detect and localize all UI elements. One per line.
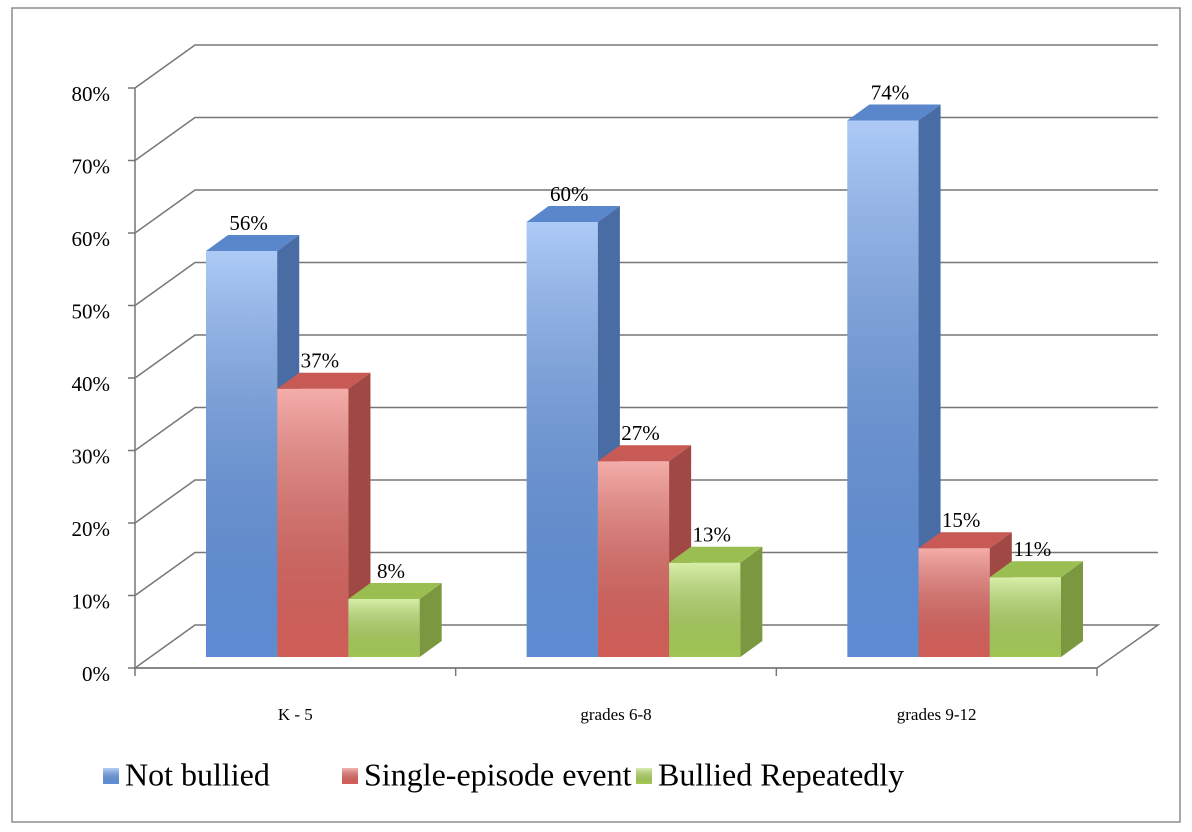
legend-swatch-shade	[103, 768, 119, 784]
bar-side	[740, 546, 763, 657]
bar-shade	[669, 562, 741, 657]
grid-line	[134, 44, 1158, 89]
bar-side	[348, 372, 371, 657]
bar-top-shade	[989, 561, 1083, 578]
grid-line	[134, 551, 1158, 597]
bar-top	[918, 532, 1012, 549]
y-tick-label: 10%	[72, 589, 111, 613]
value-label: 11%	[1014, 537, 1052, 561]
x-tick-label: K - 5	[278, 705, 313, 724]
value-label: 13%	[692, 523, 731, 547]
bar-top	[348, 583, 442, 599]
value-label: 74%	[871, 80, 910, 104]
bar-shade	[847, 120, 919, 657]
bar-side-shade	[918, 104, 941, 657]
x-tick-label: grades 6-8	[580, 705, 651, 724]
value-label: 56%	[229, 211, 268, 235]
grid-line	[134, 406, 1158, 452]
bar-side-shade	[419, 583, 442, 657]
grid-line	[134, 189, 1158, 234]
bar-shade	[597, 461, 670, 657]
bar-top	[277, 372, 371, 389]
y-tick-label: 30%	[72, 444, 111, 468]
value-label: 8%	[377, 559, 405, 583]
bar-side-shade	[348, 372, 371, 657]
bar-top-shade	[847, 104, 941, 121]
bar-top	[847, 104, 941, 121]
legend-label: Bullied Repeatedly	[658, 756, 904, 792]
value-label: 27%	[621, 421, 660, 445]
legend-swatch-shade	[342, 768, 358, 784]
bar-side	[918, 104, 941, 657]
y-tick-label: 40%	[72, 372, 111, 396]
bar-shade	[206, 251, 278, 657]
y-tick-label: 60%	[72, 227, 111, 251]
y-tick-label: 50%	[72, 299, 111, 323]
y-tick-label: 0%	[82, 662, 110, 686]
bar-top	[989, 561, 1083, 578]
value-label: 60%	[550, 182, 589, 206]
bar-shade	[918, 548, 990, 657]
bar-top-shade	[206, 235, 300, 251]
x-tick-label: grades 9-12	[897, 705, 977, 724]
bar-side-shade	[740, 546, 763, 657]
value-label: 37%	[301, 349, 340, 373]
y-tick-label: 80%	[72, 82, 111, 106]
bar-top	[597, 445, 692, 462]
bar-shade	[277, 388, 349, 657]
bar-shade	[989, 577, 1061, 657]
value-label: 15%	[942, 508, 981, 532]
y-tick-label: 20%	[72, 517, 111, 541]
grid-line	[134, 116, 1158, 162]
bar-top-shade	[277, 372, 371, 389]
bar-side	[1061, 561, 1083, 657]
grid-line	[134, 334, 1158, 379]
bar-top-shade	[918, 532, 1012, 549]
bar-top-shade	[348, 583, 442, 599]
bar-top	[526, 206, 620, 222]
legend-label: Single-episode event	[364, 756, 632, 792]
bar-top-shade	[526, 206, 620, 222]
legend-label: Not bullied	[125, 756, 270, 792]
bar-top	[669, 546, 763, 563]
bar-top	[206, 235, 300, 251]
bar-side-shade	[1061, 561, 1083, 657]
grid-line	[134, 479, 1158, 524]
bar-side	[419, 583, 442, 657]
legend-swatch-shade	[636, 768, 652, 784]
bar-shade	[348, 599, 420, 657]
y-tick-label: 70%	[72, 154, 111, 178]
grid-line	[134, 261, 1158, 307]
bar-shade	[526, 222, 598, 657]
bar-top-shade	[597, 445, 692, 462]
bar-top-shade	[669, 546, 763, 563]
